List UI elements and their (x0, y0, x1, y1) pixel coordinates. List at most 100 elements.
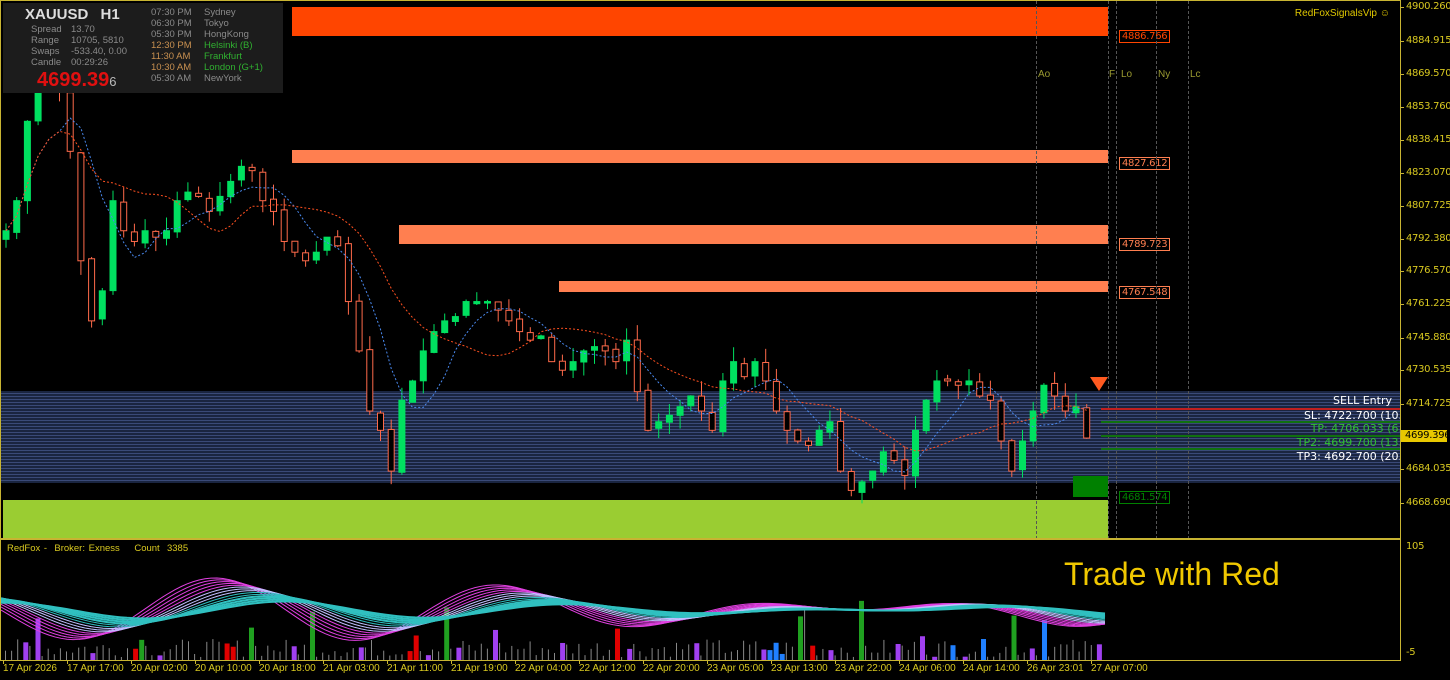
session-time: 11:30 AM (151, 51, 191, 62)
candle-body (366, 349, 374, 412)
axis-tick (1400, 503, 1404, 504)
range-value: 10705, 5810 (71, 35, 124, 46)
session-time: 07:30 PM (151, 7, 192, 18)
time-tick (963, 660, 964, 664)
candle-body (141, 230, 149, 244)
histogram-bar (791, 646, 793, 660)
candle-body (216, 195, 224, 212)
price-chart[interactable]: 4886.766 4827.612 4789.723 4767.548 4681.574… (0, 0, 1401, 539)
session-city: Sydney (204, 7, 236, 18)
histogram-bar (224, 643, 230, 660)
candle-body (323, 236, 331, 251)
session-row: 12:30 PM Helsinki (B) (151, 40, 253, 51)
candle-body (633, 339, 641, 393)
candle-body (1051, 382, 1059, 397)
price-axis-label: 4869.570 (1406, 68, 1450, 79)
bid-price-main: 4699.39 (37, 69, 110, 91)
session-marker-f: F (1109, 69, 1116, 80)
indicator-plot (1, 577, 1106, 660)
indicator-panel[interactable]: RedFox - Broker: Exness Count 3385 Trade… (0, 539, 1401, 661)
histogram-bar (608, 649, 610, 660)
histogram-bar (358, 647, 364, 660)
histogram-bar (383, 650, 385, 660)
tp1-line[interactable] (1101, 421, 1400, 423)
histogram-bar (328, 654, 330, 660)
histogram-bar (1023, 652, 1025, 660)
time-axis-label: 23 Apr 05:00 (707, 663, 764, 674)
axis-tick (1400, 41, 1404, 42)
time-tick (1091, 660, 1092, 664)
time-tick (515, 660, 516, 664)
histogram-bar (669, 656, 671, 660)
candle-body (109, 200, 117, 292)
count-value: 3385 (166, 543, 189, 554)
bid-price-digit: 6 (109, 74, 117, 89)
tp3-line[interactable] (1101, 448, 1400, 450)
histogram-bar (291, 646, 297, 660)
histogram-bar (627, 648, 633, 660)
time-axis-label: 23 Apr 13:00 (771, 663, 828, 674)
histogram-bar (78, 647, 80, 660)
histogram-bar (17, 639, 19, 660)
histogram-bar (419, 651, 421, 660)
axis-tick (1400, 74, 1404, 75)
histogram-bar (285, 639, 287, 660)
tp2-line[interactable] (1101, 435, 1400, 437)
time-tick (707, 660, 708, 664)
histogram-bar (932, 656, 938, 660)
time-tick (195, 660, 196, 664)
candle-body (954, 381, 962, 386)
histogram-bar (120, 656, 122, 660)
histogram-bar (389, 655, 391, 660)
candle-body (1040, 384, 1048, 414)
session-time: 05:30 PM (151, 29, 192, 40)
axis-tick (1400, 173, 1404, 174)
candle-body (312, 251, 320, 261)
price-axis-label: 4792.380 (1406, 233, 1450, 244)
price-zone[interactable] (559, 281, 1108, 292)
histogram-bar (230, 646, 236, 660)
histogram-bar (499, 642, 501, 660)
price-zone[interactable] (1073, 476, 1108, 497)
candle-body (912, 429, 919, 477)
time-tick (1027, 660, 1028, 664)
time-axis-label: 20 Apr 18:00 (259, 663, 316, 674)
candle-body (815, 429, 823, 446)
histogram-bar (877, 652, 879, 660)
histogram-bar (139, 639, 145, 660)
histogram-bar (633, 643, 635, 660)
candle-body (922, 399, 930, 432)
candle-body (826, 421, 834, 433)
sl-line[interactable] (1101, 408, 1400, 410)
session-city: Helsinki (B) (204, 40, 253, 51)
price-zone[interactable] (398, 225, 1108, 245)
session-marker-ny: Ny (1158, 69, 1171, 80)
session-row: 11:30 AM Frankfurt (151, 51, 242, 62)
candle-body (355, 300, 363, 352)
histogram-bar (1017, 654, 1019, 660)
histogram-bar (572, 653, 574, 660)
candle-body (302, 252, 310, 262)
histogram-bar (657, 649, 659, 660)
histogram-bar (377, 655, 379, 660)
histogram-bar (987, 656, 989, 660)
session-time: 05:30 AM (151, 73, 192, 84)
histogram-bar (5, 650, 6, 660)
histogram-bar (462, 640, 464, 660)
session-row: 05:30 PM HongKong (151, 29, 249, 40)
candle-body (794, 429, 802, 442)
candle-body (1072, 406, 1080, 414)
time-tick (3, 660, 4, 664)
candle-body (965, 380, 973, 386)
histogram-bar (242, 656, 244, 660)
histogram-bar (175, 644, 177, 660)
time-axis-label: 22 Apr 04:00 (515, 663, 572, 674)
swaps-value: -533.40, 0.00 (71, 46, 127, 57)
price-zone[interactable] (3, 500, 1108, 538)
price-zone[interactable] (291, 150, 1108, 163)
histogram-bar (560, 642, 566, 660)
price-zone[interactable] (291, 7, 1108, 36)
histogram-bar (1005, 646, 1007, 660)
time-axis-label: 24 Apr 14:00 (963, 663, 1020, 674)
candle-body (944, 378, 952, 382)
